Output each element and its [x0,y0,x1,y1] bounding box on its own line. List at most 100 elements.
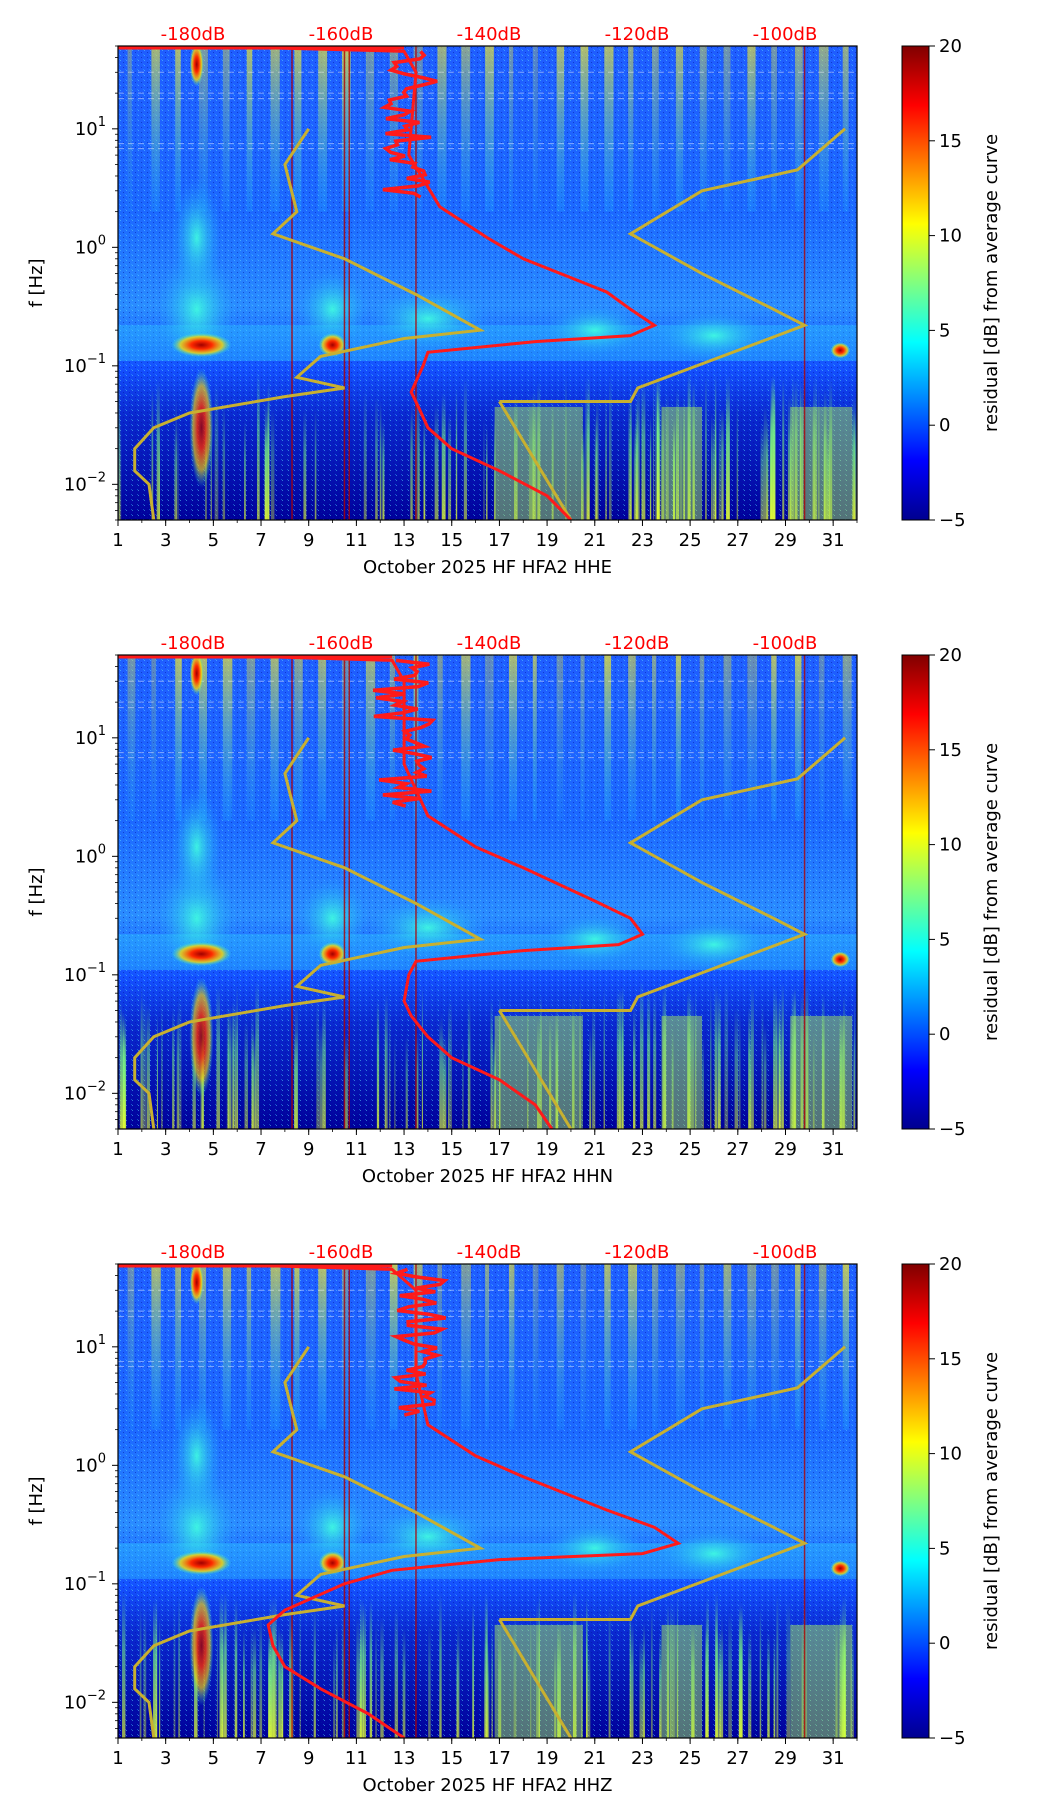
lowfreq-streak [687,989,691,1129]
lowfreq-streak [551,400,554,520]
lowfreq-streak [538,1589,540,1738]
lowfreq-streak [402,1628,406,1738]
daily-streak [842,46,849,212]
reference-curve-tail [498,1009,573,1129]
x-tick-label: 1 [112,530,123,551]
lowfreq-streak [721,407,724,520]
db-scale-label: -140dB [457,24,522,45]
daily-streak [699,1264,705,1430]
lowfreq-streak [344,1033,348,1129]
db-scale-label: -100dB [753,24,818,45]
lowfreq-streak [554,1645,557,1738]
lowfreq-streak [748,1006,751,1129]
lowfreq-streak [448,998,452,1129]
lowfreq-streak [484,1591,488,1738]
lowfreq-streak [650,1604,653,1738]
y-axis-label: f [Hz] [26,1476,47,1525]
daily-streak [675,655,682,821]
colorbar [901,654,930,1130]
lowfreq-streak [161,1000,163,1129]
lowfreq-streak [462,1036,464,1129]
daily-streak [675,46,684,212]
lowfreq-streak [486,1641,490,1738]
lowfreq-streak [409,411,413,520]
lowfreq-streak [555,1006,559,1129]
daily-streak [318,46,328,212]
cyan-blob [297,269,368,350]
lowfreq-streak [122,1590,126,1738]
daily-streak [199,1264,207,1430]
daily-streak [651,1264,659,1430]
y-tick-label: 10−1 [64,352,106,377]
x-tick-label: 17 [488,1748,511,1769]
daily-streak [818,655,825,821]
daily-streak [270,46,280,212]
cyan-blob [658,310,769,361]
lowfreq-streak [421,985,423,1129]
colorbar-tick-label: 15 [939,131,962,152]
lowfreq-streak [316,1000,319,1129]
lowfreq-streak [595,395,599,520]
lowfreq-streak [800,991,804,1129]
colorbar-tick-label: −5 [939,1728,966,1749]
daily-streak [175,46,181,212]
colorbar-tick-label: 5 [939,320,950,341]
lowfreq-streak [416,1032,419,1129]
lowfreq-streak [375,1620,377,1738]
x-tick-label: 3 [160,1748,171,1769]
colorbar-tick-label: 0 [939,1633,950,1654]
lowfreq-streak [842,1019,844,1129]
daily-streak [151,655,156,821]
db-scale-label: -160dB [309,633,374,654]
lowfreq-streak [415,374,419,520]
lowfreq-streak [839,1012,843,1129]
x-tick-label: 23 [631,1748,654,1769]
lowfreq-streak [800,383,804,520]
daily-streak [461,655,471,821]
lowfreq-streak [628,397,632,520]
y-tick-label: 101 [75,1333,106,1358]
daily-streak [628,46,634,212]
lowfreq-streak [714,985,718,1129]
daily-streak [771,1264,779,1430]
lowfreq-streak [707,1597,709,1738]
colorbar-label: residual [dB] from average curve [981,1352,1002,1650]
lowfreq-streak [715,1600,718,1738]
x-tick-label: 27 [726,1748,749,1769]
db-scale-label: -160dB [309,1242,374,1263]
lowfreq-streak [289,1609,293,1738]
lowfreq-streak [639,980,644,1129]
lowfreq-streak [726,396,730,520]
colorbar [901,45,930,521]
average-curve-jagged [379,50,438,199]
daily-streak [175,1264,181,1430]
daily-streak [294,655,303,821]
lowfreq-streak [243,1628,245,1738]
lowfreq-streak [724,981,729,1129]
lowfreq-streak [750,983,754,1129]
lowfreq-streak [294,1031,298,1129]
db-scale-label: -180dB [161,1242,226,1263]
x-tick-label: 11 [345,530,368,551]
lowfreq-streak [711,412,713,520]
daily-streak [747,1264,757,1430]
daily-streak [580,1264,587,1430]
daily-streak [485,46,494,212]
daily-streak [580,655,585,821]
lowfreq-streak [579,989,581,1129]
lowfreq-streak [818,382,820,520]
lowfreq-streak [659,1633,662,1738]
daily-streak [723,46,731,212]
y-tick-label: 10−1 [64,1570,106,1595]
lowfreq-streak [375,397,378,520]
lowfreq-streak [122,1032,126,1129]
daily-streak [747,655,758,821]
lowfreq-streak [592,1000,596,1129]
lowfreq-streak [369,1598,373,1738]
storm-block [661,1015,703,1129]
daily-streak [389,1264,398,1430]
lowfreq-streak [588,373,590,520]
lowfreq-streak [232,1001,235,1129]
lowfreq-streak [664,982,667,1129]
lowfreq-streak [491,1620,493,1738]
